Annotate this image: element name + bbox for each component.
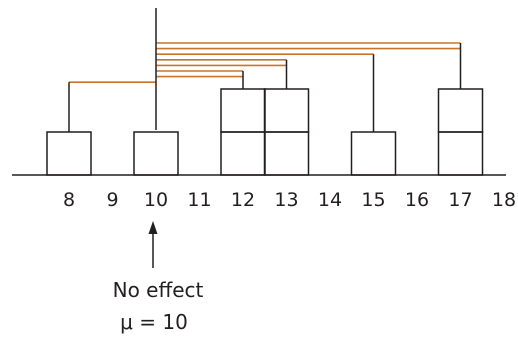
pointer-arrow-head [148,221,158,234]
stem-lines [68,43,462,132]
data-box-17 [437,88,484,133]
annotation-no-effect: No effect [113,278,204,302]
tick-labels: 8 9 10 11 12 13 14 15 16 17 18 [63,189,516,211]
data-box-8 [46,131,92,176]
data-boxes [46,88,484,176]
tick-label-16: 16 [405,189,429,211]
data-box-12 [220,131,266,176]
annotation-mean: μ = 10 [120,310,188,334]
tick-label-15: 15 [361,189,385,211]
tick-label-18: 18 [492,189,516,211]
tick-label-9: 9 [106,189,118,211]
data-box-17 [437,131,484,176]
tick-label-13: 13 [274,189,298,211]
data-box-12 [220,88,266,133]
connector-lines [69,42,461,83]
tick-label-12: 12 [231,189,255,211]
tick-label-17: 17 [448,189,472,211]
data-box-10 [133,131,179,176]
data-box-15 [350,131,397,176]
data-box-13 [263,131,310,176]
tick-label-14: 14 [318,189,342,211]
tick-label-10: 10 [144,189,168,211]
tick-label-8: 8 [63,189,75,211]
tick-label-11: 11 [187,189,211,211]
data-box-13 [263,88,310,133]
